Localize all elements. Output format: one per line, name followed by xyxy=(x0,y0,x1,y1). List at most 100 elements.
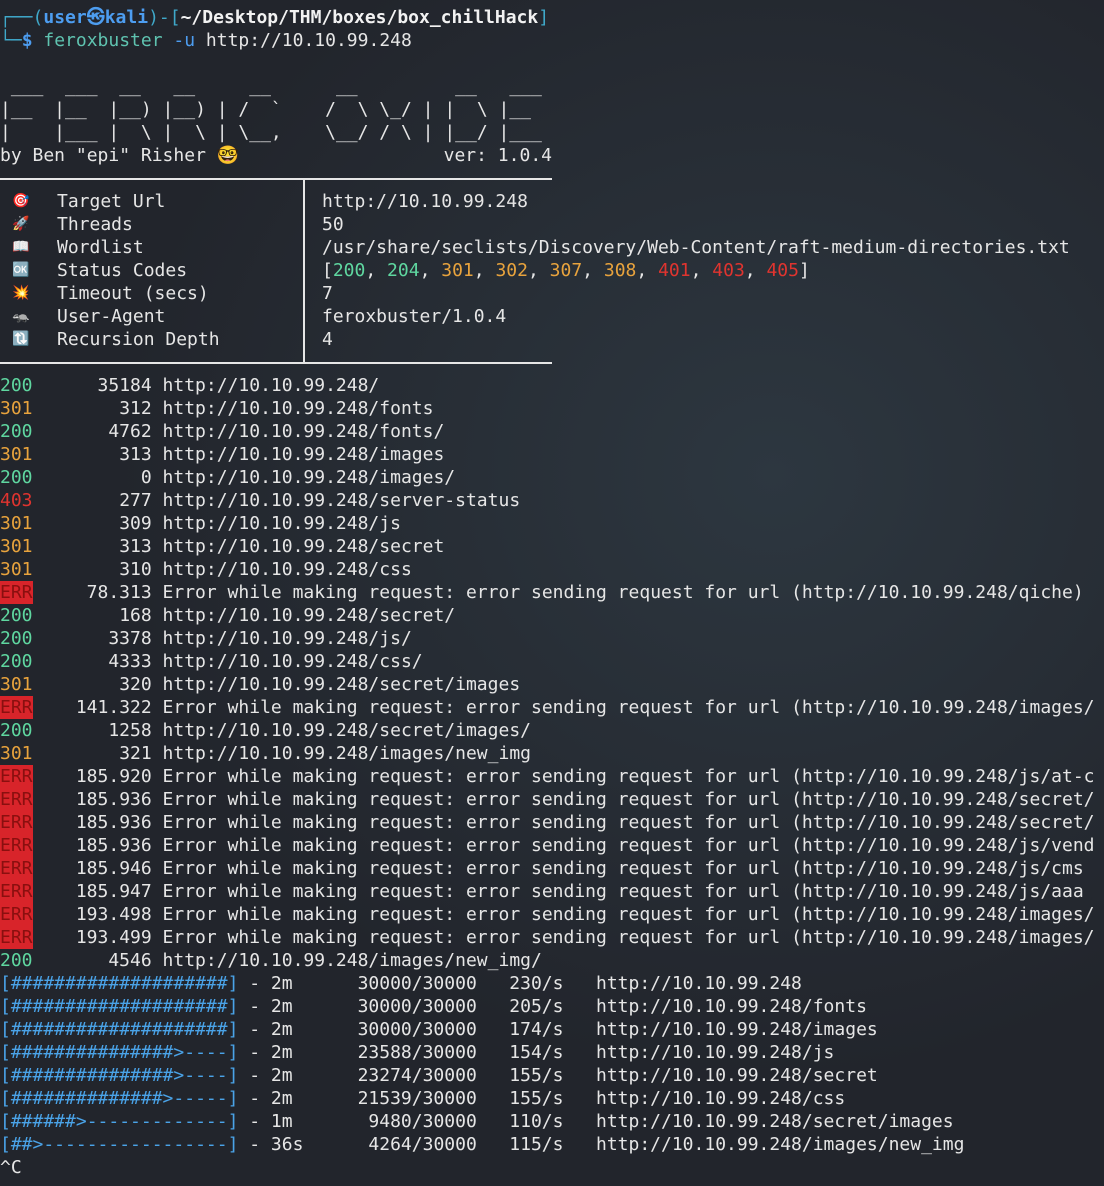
result-row: 200 4762 http://10.10.99.248/fonts/ xyxy=(0,420,1104,443)
author: by Ben "epi" Risher 🤓 xyxy=(0,145,240,166)
prompt-frame: ┌──( xyxy=(0,7,44,28)
progress-bar: [####################] xyxy=(0,1018,239,1041)
url: http://10.10.99.248/css xyxy=(595,1088,846,1109)
separator-dash: - xyxy=(249,1042,261,1063)
status-code: 401 xyxy=(658,260,691,281)
url: Error while making request: error sendin… xyxy=(162,881,1084,902)
result-row: 200 4333 http://10.10.99.248/css/ xyxy=(0,650,1104,673)
status-code: , xyxy=(473,260,496,281)
url: http://10.10.99.248/images xyxy=(595,1019,878,1040)
status: 301 xyxy=(0,674,33,695)
separator xyxy=(0,167,552,190)
size: 310 xyxy=(119,559,152,580)
url: Error while making request: error sendin… xyxy=(162,582,1084,603)
config-value: [200, 204, 301, 302, 307, 308, 401, 403,… xyxy=(322,259,810,282)
elapsed: 2m xyxy=(270,1088,293,1109)
config-value: 50 xyxy=(322,214,344,235)
status: ERR xyxy=(0,696,33,719)
status: ERR xyxy=(0,926,33,949)
size: 185.936 xyxy=(75,789,152,810)
status: 403 xyxy=(0,490,33,511)
size: 320 xyxy=(119,674,152,695)
result-row: 301 320 http://10.10.99.248/secret/images xyxy=(0,673,1104,696)
count: 23588/30000 xyxy=(357,1042,477,1063)
banner-art: |__ |__ |__) |__) | / ` / \ \_/ | | \ |_… xyxy=(0,99,532,120)
rate: 154/s xyxy=(509,1042,564,1063)
url: http://10.10.99.248/fonts xyxy=(162,398,434,419)
banner-art: | |___ | \ | \ | \__, \__/ / \ | |__/ |_… xyxy=(0,122,542,143)
status-code: 302 xyxy=(495,260,528,281)
result-row: 200 4546 http://10.10.99.248/images/new_im… xyxy=(0,949,1104,972)
config-row: 🎯 Target Url http://10.10.99.248 xyxy=(0,190,1104,213)
progress-bar: [##>-----------------] xyxy=(0,1133,239,1156)
count: 23274/30000 xyxy=(357,1065,477,1086)
interrupt-line: ^C xyxy=(0,1156,1104,1179)
result-row: ERR 185.946 Error while making request: er… xyxy=(0,857,1104,880)
config-label: Wordlist xyxy=(57,237,144,258)
count: 30000/30000 xyxy=(357,1019,477,1040)
config-value: 4 xyxy=(322,329,333,350)
url: http://10.10.99.248/images xyxy=(162,444,445,465)
config-label: Target Url xyxy=(57,191,166,212)
size: 193.498 xyxy=(75,904,152,925)
status: ERR xyxy=(0,880,33,903)
banner-art: ___ ___ __ __ __ __ __ ___ xyxy=(0,76,542,97)
url: http://10.10.99.248/secret/images xyxy=(595,1111,954,1132)
url: http://10.10.99.248/js xyxy=(595,1042,835,1063)
rate: 155/s xyxy=(509,1065,564,1086)
prompt-cwd: ~/Desktop/THM/boxes/box_chillHack xyxy=(180,7,539,28)
size: 313 xyxy=(119,536,152,557)
status-code: , xyxy=(527,260,550,281)
size: 4546 xyxy=(108,950,152,971)
status-code: , xyxy=(419,260,442,281)
prompt-frame: ] xyxy=(538,7,550,28)
command: feroxbuster xyxy=(43,30,163,51)
progress-row: [##############>-----] -2m 21539/30000 155/… xyxy=(0,1087,1104,1110)
status-code: 301 xyxy=(441,260,474,281)
status-code: 405 xyxy=(766,260,799,281)
size: 141.322 xyxy=(75,697,152,718)
url: Error while making request: error sendin… xyxy=(162,904,1095,925)
progress-bar: [######>-------------] xyxy=(0,1110,239,1133)
status-code: 403 xyxy=(712,260,745,281)
command-arg: http://10.10.99.248 xyxy=(205,30,412,51)
rate: 205/s xyxy=(509,996,564,1017)
status: 200 xyxy=(0,421,33,442)
size: 168 xyxy=(119,605,152,626)
result-row: 301 313 http://10.10.99.248/images xyxy=(0,443,1104,466)
config-icon: 💥 xyxy=(12,285,30,301)
url: http://10.10.99.248/css xyxy=(162,559,412,580)
progress-row: [##>-----------------] -36s 4264/30000 115/… xyxy=(0,1133,1104,1156)
config-row: 🆗 Status Codes [200, 204, 301, 302, 307, 3… xyxy=(0,259,1104,282)
result-row: ERR 185.936 Error while making request: er… xyxy=(0,811,1104,834)
url: Error while making request: error sendin… xyxy=(162,697,1095,718)
prompt-at: ㉿ xyxy=(86,7,105,28)
prompt-dollar: $ xyxy=(21,30,33,51)
elapsed: 36s xyxy=(270,1134,304,1155)
status: 200 xyxy=(0,950,33,971)
size: 0 xyxy=(140,467,152,488)
progress-row: [######>-------------] -1m 9480/30000 110/s… xyxy=(0,1110,1104,1133)
result-row: 301 310 http://10.10.99.248/css xyxy=(0,558,1104,581)
result-row: 200 3378 http://10.10.99.248/js/ xyxy=(0,627,1104,650)
progress-row: [####################] -2m 30000/30000 205/… xyxy=(0,995,1104,1018)
count: 30000/30000 xyxy=(357,996,477,1017)
size: 78.313 xyxy=(86,582,152,603)
status-code: ] xyxy=(798,260,810,281)
command-line: └─$ feroxbuster -u http://10.10.99.248 xyxy=(0,29,1104,52)
status-code: 307 xyxy=(549,260,583,281)
progress-row: [###############>----] -2m 23588/30000 154/… xyxy=(0,1041,1104,1064)
config-icon: 📖 xyxy=(12,239,30,255)
result-row: ERR 185.936 Error while making request: er… xyxy=(0,834,1104,857)
result-row: ERR 185.936 Error while making request: er… xyxy=(0,788,1104,811)
prompt-frame: └─ xyxy=(0,30,22,51)
elapsed: 2m xyxy=(270,1042,293,1063)
config-row: 🔃 Recursion Depth 4 xyxy=(0,328,1104,351)
progress-row: [####################] -2m 30000/30000 174/… xyxy=(0,1018,1104,1041)
banner-line: | |___ | \ | \ | \__, \__/ / \ | |__/ |_… xyxy=(0,121,1104,144)
size: 4333 xyxy=(108,651,152,672)
banner-author: by Ben "epi" Risher 🤓 ver: 1.0.4 xyxy=(0,144,552,167)
url: Error while making request: error sendin… xyxy=(162,766,1095,787)
separator-dash: - xyxy=(249,1111,261,1132)
config-value: feroxbuster/1.0.4 xyxy=(322,306,507,327)
